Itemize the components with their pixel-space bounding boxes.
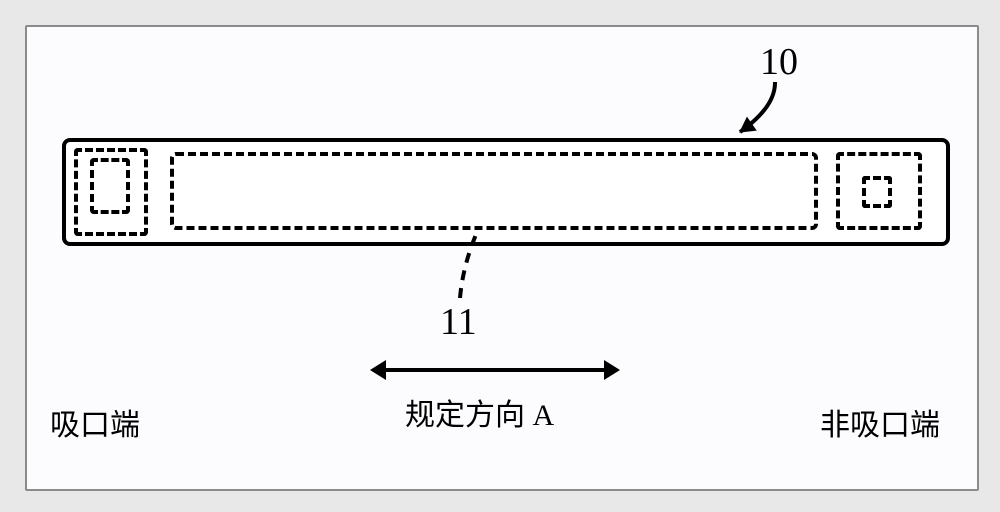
direction-label-a: 规定方向 A (405, 390, 554, 434)
direction-arrow-head-right (604, 360, 620, 380)
diagram-canvas: 10 11 规定方向 A 吸口端 非吸口端 (0, 0, 1000, 512)
direction-arrow-line (386, 368, 604, 372)
suction-end-label: 吸口端 (50, 400, 140, 444)
non-suction-end-label: 非吸口端 (820, 400, 940, 444)
direction-arrow-head-left (370, 360, 386, 380)
